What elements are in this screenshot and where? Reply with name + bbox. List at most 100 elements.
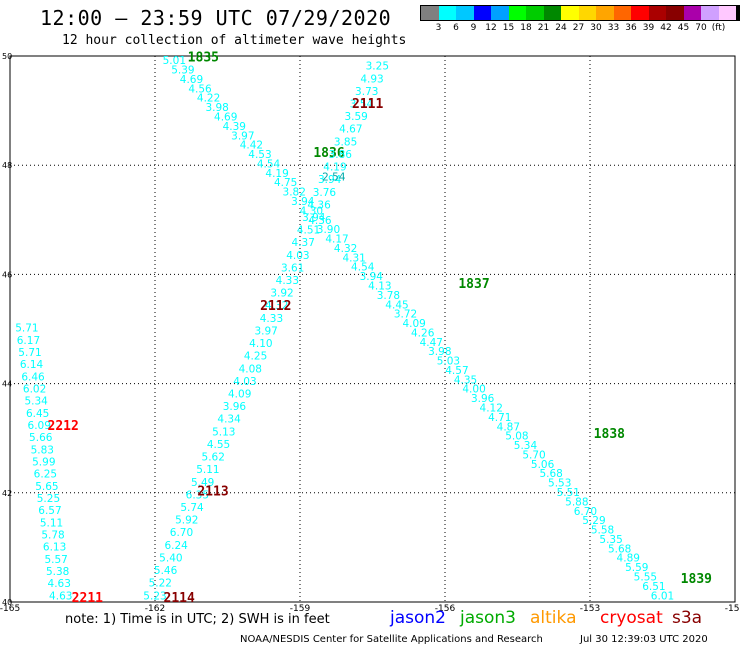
wave-height-value: 5.23 — [143, 590, 166, 602]
wave-height-value: 3.94 — [291, 196, 315, 208]
wave-height-value: 5.68 — [539, 468, 562, 480]
wave-height-value: 4.00 — [462, 384, 485, 396]
wave-height-value: 5.83 — [31, 444, 54, 456]
legend-swatch — [648, 6, 666, 20]
wave-height-value: 4.19 — [265, 168, 288, 180]
pass-time-label: 1836 — [313, 146, 344, 161]
legend-swatch — [666, 6, 684, 20]
legend-swatch — [473, 6, 491, 20]
wave-height-value: 4.09 — [228, 389, 251, 401]
wave-height-value: 6.35 — [186, 489, 209, 501]
wave-height-value: 5.71 — [18, 347, 41, 359]
footer-credit: NOAA/NESDIS Center for Satellite Applica… — [240, 634, 543, 645]
wave-height-value: 3.61 — [281, 262, 304, 274]
satellite-jason2: jason2 — [390, 608, 446, 628]
wave-height-value: 4.17 — [325, 234, 348, 246]
legend-label: 6 — [453, 23, 459, 33]
wave-height-value: 4.69 — [180, 74, 203, 86]
wave-height-value: 4.12 — [480, 403, 503, 415]
wave-height-value: 4.75 — [274, 177, 297, 189]
satellite-jason3: jason3 — [460, 608, 516, 628]
legend-swatch — [578, 6, 596, 20]
wave-height-value: 3.54 — [350, 98, 374, 110]
wave-height-value: 5.55 — [634, 571, 657, 583]
wave-height-value: 4.39 — [223, 121, 246, 133]
x-tick-label: -165 — [0, 604, 20, 614]
wave-height-value: 5.06 — [531, 459, 555, 471]
wave-height-value: 5.49 — [191, 477, 214, 489]
legend-label: (ft) — [711, 23, 726, 33]
wave-height-value: 5.25 — [37, 493, 60, 505]
wave-height-value: 4.69 — [214, 112, 237, 124]
wave-height-value: 3.86 — [329, 149, 353, 161]
wave-height-value: 4.87 — [497, 421, 520, 433]
legend-swatch — [596, 6, 614, 20]
wave-height-value: 5.03 — [437, 356, 460, 368]
legend-label: 33 — [607, 23, 620, 33]
legend-swatch — [456, 6, 474, 20]
color-legend: 3 6 9 12 15 18 21 24 27 30 33 36 39 42 45 70 (ft) — [420, 5, 740, 35]
wave-height-value: 4.45 — [385, 299, 408, 311]
wave-height-value: 6.01 — [651, 590, 674, 602]
pass-time-label: 2211 — [72, 591, 103, 606]
footer-note: note: 1) Time is in UTC; 2) SWH is in fe… — [65, 612, 330, 627]
wave-height-value: 4.10 — [249, 338, 272, 350]
legend-swatch — [421, 6, 439, 20]
wave-height-value: 5.11 — [196, 464, 219, 476]
wave-height-value: 5.78 — [41, 529, 64, 541]
pass-time-label: 2113 — [197, 485, 228, 500]
wave-height-value: 2.54 — [322, 171, 346, 183]
wave-height-value: 5.38 — [46, 566, 69, 578]
wave-height-value: 5.92 — [175, 515, 198, 527]
wave-height-value: 5.58 — [591, 525, 614, 537]
pass-time-label: 2111 — [352, 97, 383, 112]
legend-swatch — [701, 6, 719, 20]
wave-height-value: 3.98 — [428, 346, 451, 358]
wave-height-value: 5.99 — [32, 457, 55, 469]
wave-height-value: 4.47 — [420, 337, 443, 349]
x-tick-label: -156 — [435, 604, 456, 614]
map-frame — [9, 55, 736, 603]
wave-height-value: 5.01 — [163, 55, 186, 67]
wave-height-value: 4.26 — [411, 327, 435, 339]
pass-time-label: 2212 — [48, 419, 79, 434]
wave-height-value: 4.32 — [265, 300, 288, 312]
wave-height-value: 5.46 — [154, 565, 178, 577]
wave-height-value: 5.40 — [159, 552, 182, 564]
wave-height-value: 5.59 — [625, 562, 648, 574]
x-tick-label: -150 — [725, 604, 740, 614]
wave-height-value: 3.97 — [254, 325, 277, 337]
legend-label: 39 — [642, 23, 655, 33]
x-tick-label: -153 — [580, 604, 600, 614]
wave-height-value: 4.56 — [188, 83, 212, 95]
wave-height-value: 4.53 — [248, 149, 271, 161]
wave-height-value: 5.39 — [171, 65, 194, 77]
wave-height-value: 6.70 — [170, 527, 193, 539]
wave-height-value: 4.93 — [360, 73, 383, 85]
wave-height-value: 4.36 — [307, 199, 331, 211]
wave-height-value: 6.14 — [20, 359, 44, 371]
wave-height-value: 4.13 — [368, 280, 391, 292]
wave-height-value: 5.66 — [29, 432, 53, 444]
legend-label: 24 — [555, 23, 567, 33]
wave-height-value: 4.63 — [49, 590, 72, 602]
wave-height-value: 4.03 — [286, 250, 309, 262]
y-tick-label: 40 — [2, 598, 12, 607]
legend-swatch — [718, 6, 736, 20]
page-title: 12:00 – 23:59 UTC 07/29/2020 — [40, 6, 392, 30]
wave-height-value: 5.29 — [582, 515, 605, 527]
wave-height-value: 4.42 — [240, 140, 263, 152]
wave-height-value: 5.88 — [565, 496, 588, 508]
wave-height-value: 6.25 — [34, 469, 57, 481]
wave-height-value: 4.54 — [257, 158, 281, 170]
wave-height-value: 4.37 — [292, 237, 315, 249]
wave-height-value: 3.90 — [317, 224, 340, 236]
wave-height-value: 3.94 — [318, 174, 342, 186]
satellite-altika: altika — [530, 608, 577, 628]
wave-height-value: 3.72 — [394, 309, 417, 321]
pass-time-label: 1835 — [188, 50, 219, 65]
wave-height-value: 4.54 — [351, 262, 375, 274]
wave-height-value: 5.08 — [505, 431, 528, 443]
wave-height-value: 4.36 — [308, 215, 332, 227]
wave-height-value: 6.45 — [26, 408, 49, 420]
